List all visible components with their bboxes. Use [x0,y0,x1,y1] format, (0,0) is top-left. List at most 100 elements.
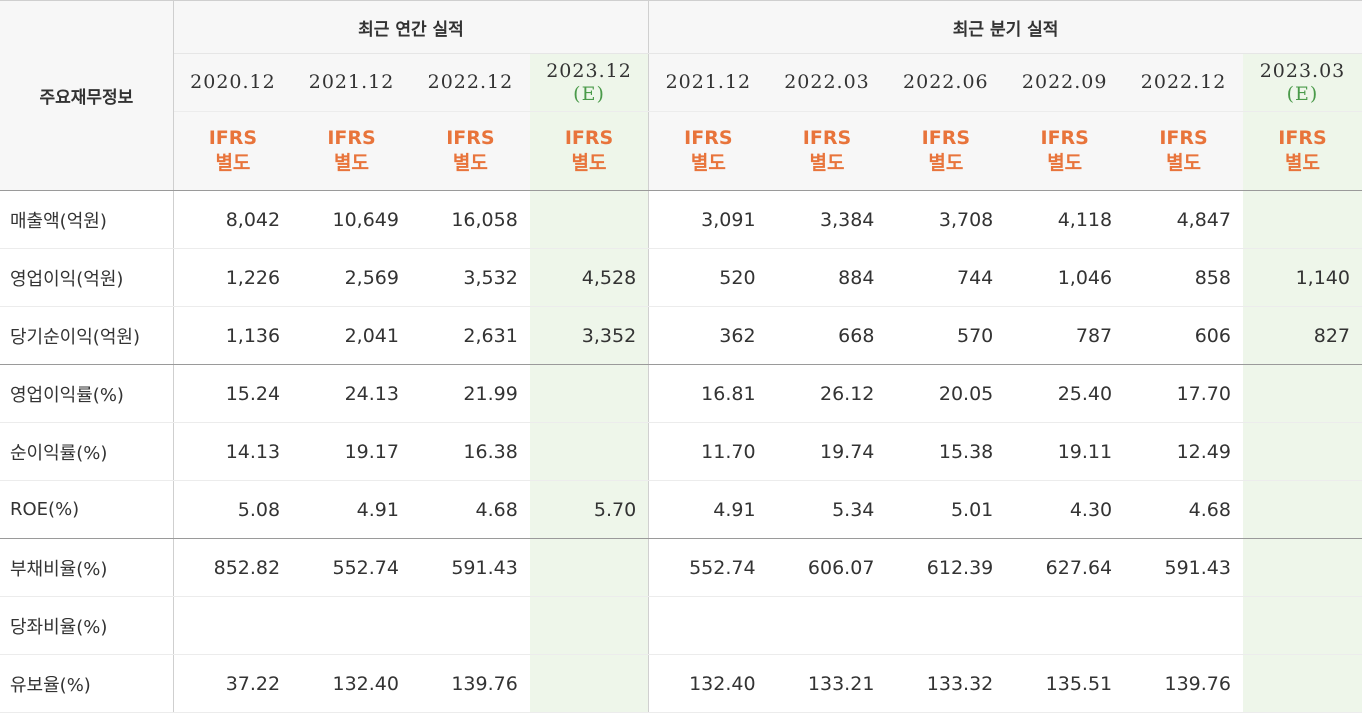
table-cell: 3,091 [648,190,768,249]
row-label: 당좌비율(%) [0,596,174,655]
table-cell: 14.13 [173,422,293,481]
table-cell: 591.43 [1124,538,1243,597]
column-date: 2023.12 [546,59,632,82]
table-row: 매출액(억원) 8,042 10,649 16,058 3,091 3,384 3,708 4… [0,190,1362,249]
row-label: 영업이익(억원) [0,248,174,307]
table-cell: 827 [1242,306,1362,365]
column-date: 2022.12 [1140,71,1227,93]
ifrs-basis-label: IFRS 별도 [1124,111,1243,191]
table-cell: 4.30 [1005,480,1125,539]
table-cell [1242,422,1362,481]
ifrs-basis-label: IFRS 별도 [767,111,887,191]
separate-basis-label: 별도 [215,152,251,174]
row-label: 매출액(억원) [0,190,174,249]
table-cell: 606.07 [767,538,887,597]
table-cell: 37.22 [173,654,293,713]
table-cell [1242,364,1362,423]
table-cell [1242,538,1362,597]
table-row: 영업이익(억원) 1,226 2,569 3,532 4,528 520 884 744 1,0… [0,248,1362,307]
table-cell: 606 [1124,306,1243,365]
column-date-header: 2023.12 (E) [529,53,650,112]
table-cell [529,596,650,655]
ifrs-label: IFRS [327,127,376,149]
table-cell: 5.08 [173,480,293,539]
estimate-marker: (E) [573,82,605,105]
table-cell: 10,649 [292,190,411,249]
separate-basis-label: 별도 [334,152,370,174]
table-cell: 16.38 [410,422,530,481]
table-cell [410,596,530,655]
table-row: 유보율(%) 37.22 132.40 139.76 132.40 133.21 133.3… [0,654,1362,713]
table-cell [1242,654,1362,713]
ifrs-label: IFRS [1159,127,1208,149]
separate-basis-label: 별도 [1166,152,1202,174]
ifrs-basis-label: IFRS 별도 [173,111,293,191]
column-date-header: 2022.03 [767,53,887,112]
column-date: 2022.06 [903,71,989,93]
table-cell [529,654,650,713]
table-cell: 1,046 [1005,248,1125,307]
table-cell [529,422,650,481]
table-cell: 5.34 [767,480,887,539]
table-cell: 21.99 [410,364,530,423]
ifrs-basis-label: IFRS 별도 [1005,111,1125,191]
estimate-marker: (E) [1286,82,1319,105]
table-row: 순이익률(%) 14.13 19.17 16.38 11.70 19.74 15.38 19.… [0,422,1362,481]
ifrs-label: IFRS [921,127,971,149]
table-cell [529,364,650,423]
table-cell: 8,042 [173,190,293,249]
column-date: 2022.09 [1021,71,1108,93]
table-cell: 570 [886,306,1006,365]
group-annual-header: 최근 연간 실적 [173,0,650,54]
table-cell [767,596,887,655]
table-cell: 362 [648,306,768,365]
table-row: 영업이익률(%) 15.24 24.13 21.99 16.81 26.12 20.05 25… [0,364,1362,423]
column-date-header: 2021.12 [648,53,768,112]
column-date-header: 2022.12 [410,53,530,112]
table-row: 부채비율(%) 852.82 552.74 591.43 552.74 606.07 612… [0,538,1362,597]
table-cell: 16,058 [410,190,530,249]
table-row: 당좌비율(%) [0,596,1362,655]
table-cell: 5.70 [529,480,650,539]
row-label: 당기순이익(억원) [0,306,174,365]
separate-basis-label: 별도 [809,152,845,174]
table-cell: 132.40 [292,654,411,713]
separate-basis-label: 별도 [690,152,726,174]
table-row: ROE(%) 5.08 4.91 4.68 5.70 4.91 5.34 5.01 4.30 4.… [0,480,1362,539]
table-cell [529,190,650,249]
table-cell: 4.91 [292,480,411,539]
table-cell [292,596,411,655]
table-cell: 19.11 [1005,422,1125,481]
ifrs-basis-label: IFRS 별도 [1242,111,1362,191]
column-date-header: 2020.12 [173,53,293,112]
column-date: 2020.12 [190,71,276,93]
table-cell: 16.81 [648,364,768,423]
table-cell: 4,528 [529,248,650,307]
table-cell: 612.39 [886,538,1006,597]
table-cell: 139.76 [410,654,530,713]
column-date-header: 2022.06 [886,53,1006,112]
table-cell: 744 [886,248,1006,307]
table-cell: 3,384 [767,190,887,249]
separate-basis-label: 별도 [928,152,964,174]
table-cell: 25.40 [1005,364,1125,423]
ifrs-label: IFRS [208,127,258,149]
table-cell: 24.13 [292,364,411,423]
table-cell: 135.51 [1005,654,1125,713]
table-cell: 4.91 [648,480,768,539]
table-cell: 552.74 [648,538,768,597]
table-cell [529,538,650,597]
table-cell: 5.01 [886,480,1006,539]
ifrs-label: IFRS [1278,127,1327,149]
table-cell: 1,226 [173,248,293,307]
separate-basis-label: 별도 [1047,152,1083,174]
table-cell: 4,847 [1124,190,1243,249]
table-cell: 20.05 [886,364,1006,423]
table-cell: 627.64 [1005,538,1125,597]
table-cell [648,596,768,655]
table-cell: 3,532 [410,248,530,307]
table-cell [173,596,293,655]
table-cell: 3,708 [886,190,1006,249]
ifrs-label: IFRS [564,127,614,149]
